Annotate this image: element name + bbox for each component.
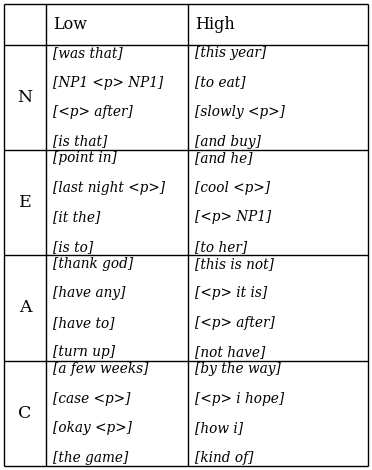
Text: [and buy]: [and buy] (195, 134, 261, 149)
Text: [<p> after]: [<p> after] (195, 316, 275, 330)
Text: [have to]: [have to] (53, 316, 115, 330)
Text: [thank god]: [thank god] (53, 257, 133, 271)
Text: [it the]: [it the] (53, 211, 100, 224)
Text: [<p> it is]: [<p> it is] (195, 286, 267, 300)
Text: [point in]: [point in] (53, 151, 117, 165)
Text: [have any]: [have any] (53, 286, 125, 300)
Text: [a few weeks]: [a few weeks] (53, 362, 148, 376)
Text: [<p> after]: [<p> after] (53, 105, 133, 119)
Text: C: C (18, 405, 32, 422)
Text: [<p> i hope]: [<p> i hope] (195, 392, 284, 406)
Text: N: N (17, 89, 32, 106)
Text: [not have]: [not have] (195, 345, 265, 359)
Text: [kind of]: [kind of] (195, 451, 253, 464)
Text: [slowly <p>]: [slowly <p>] (195, 105, 285, 119)
Text: Low: Low (53, 16, 87, 33)
Text: High: High (195, 16, 235, 33)
Text: [by the way]: [by the way] (195, 362, 281, 376)
Text: A: A (19, 299, 31, 316)
Text: [okay <p>]: [okay <p>] (53, 421, 132, 435)
Text: [<p> NP1]: [<p> NP1] (195, 211, 271, 224)
Text: [last night <p>]: [last night <p>] (53, 181, 165, 195)
Text: [this year]: [this year] (195, 46, 266, 60)
Text: [is that]: [is that] (53, 134, 107, 149)
Text: [how i]: [how i] (195, 421, 243, 435)
Text: [is to]: [is to] (53, 240, 93, 254)
Text: [and he]: [and he] (195, 151, 253, 165)
Text: [NP1 <p> NP1]: [NP1 <p> NP1] (53, 76, 163, 90)
Text: [to eat]: [to eat] (195, 76, 246, 90)
Text: [case <p>]: [case <p>] (53, 392, 130, 406)
Text: [to her]: [to her] (195, 240, 247, 254)
Text: [cool <p>]: [cool <p>] (195, 181, 270, 195)
Text: [was that]: [was that] (53, 46, 123, 60)
Text: [this is not]: [this is not] (195, 257, 274, 271)
Text: [the game]: [the game] (53, 451, 128, 464)
Text: [turn up]: [turn up] (53, 345, 115, 359)
Text: E: E (19, 194, 31, 211)
